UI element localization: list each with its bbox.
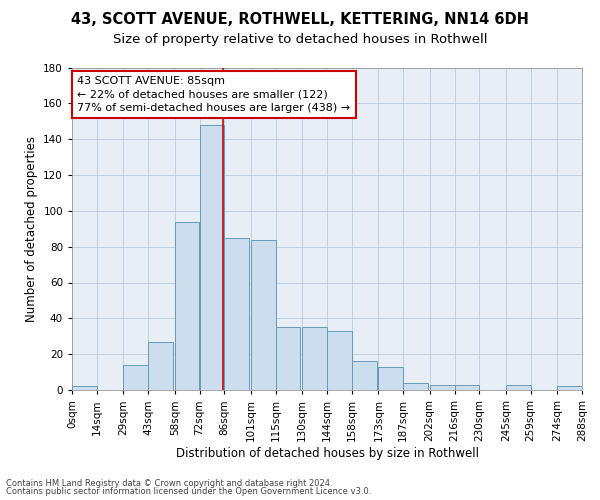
Bar — [224, 238, 249, 390]
Bar — [403, 383, 428, 390]
Bar — [148, 342, 173, 390]
Bar — [72, 386, 97, 390]
Text: Contains public sector information licensed under the Open Government Licence v3: Contains public sector information licen… — [6, 487, 371, 496]
Text: 43 SCOTT AVENUE: 85sqm
← 22% of detached houses are smaller (122)
77% of semi-de: 43 SCOTT AVENUE: 85sqm ← 22% of detached… — [77, 76, 350, 113]
Bar — [352, 362, 377, 390]
Text: 43, SCOTT AVENUE, ROTHWELL, KETTERING, NN14 6DH: 43, SCOTT AVENUE, ROTHWELL, KETTERING, N… — [71, 12, 529, 28]
Bar — [506, 384, 530, 390]
Bar — [557, 386, 582, 390]
Bar — [275, 328, 301, 390]
Bar — [175, 222, 199, 390]
Bar — [430, 384, 455, 390]
Bar — [302, 328, 327, 390]
Bar — [199, 125, 224, 390]
X-axis label: Distribution of detached houses by size in Rothwell: Distribution of detached houses by size … — [176, 446, 479, 460]
Text: Size of property relative to detached houses in Rothwell: Size of property relative to detached ho… — [113, 32, 487, 46]
Text: Contains HM Land Registry data © Crown copyright and database right 2024.: Contains HM Land Registry data © Crown c… — [6, 478, 332, 488]
Bar — [327, 331, 352, 390]
Bar — [124, 365, 148, 390]
Bar — [379, 366, 403, 390]
Y-axis label: Number of detached properties: Number of detached properties — [25, 136, 38, 322]
Bar — [455, 384, 479, 390]
Bar — [251, 240, 275, 390]
